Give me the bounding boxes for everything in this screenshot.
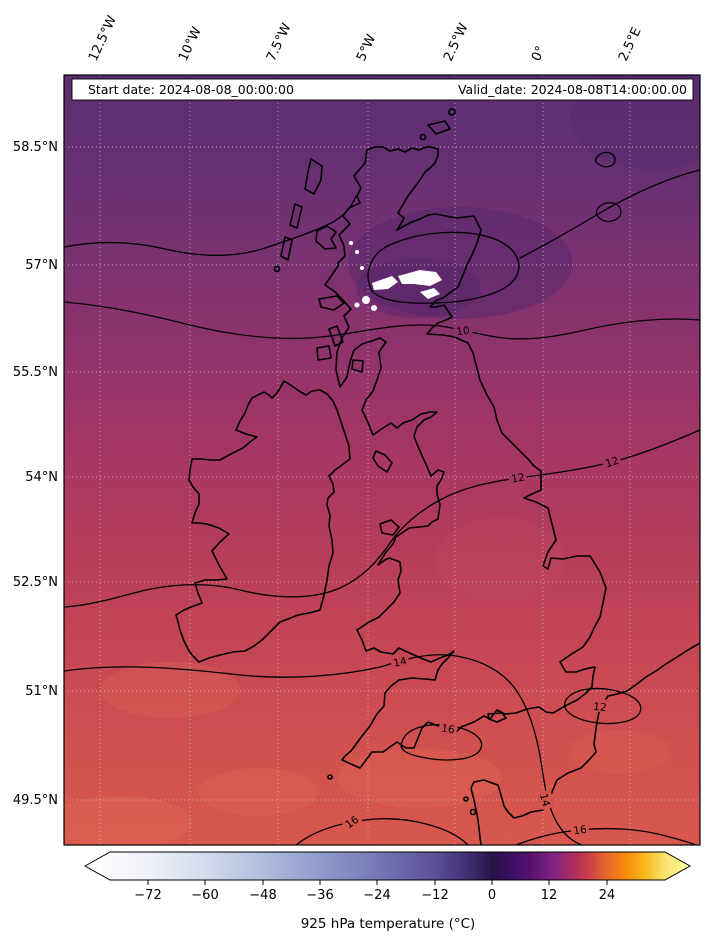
colorbar-tick-label: −12 <box>421 888 448 903</box>
colorbar-tick-label: −72 <box>134 888 161 903</box>
lat-tick-label: 49.5°N <box>13 793 58 808</box>
coastline-orkney-isle-2 <box>419 133 427 141</box>
contour-closed-northeast-1 <box>594 151 616 168</box>
coastline-skye <box>315 225 337 250</box>
contour-closed-northeast-2 <box>595 202 622 223</box>
contour-8-west <box>64 195 357 256</box>
contour-label: 12 <box>604 455 620 471</box>
coastline-channel-island-2 <box>469 808 477 816</box>
contour-label-group: 10 12 12 14 12 14 16 16 16 <box>340 321 623 838</box>
colorbar-gradient-bar <box>83 851 692 881</box>
coastline-isle-of-man <box>372 450 393 473</box>
map-border <box>63 74 701 846</box>
lon-tick-label: 7.5°W <box>264 21 295 64</box>
coastline-ireland <box>175 380 351 663</box>
coastline-uists <box>289 203 303 229</box>
missing-data-patches <box>349 241 442 311</box>
colorbar-tick-label: −36 <box>306 888 333 903</box>
coastline-anglesey <box>379 519 400 536</box>
colorbar-tick-label: −60 <box>191 888 218 903</box>
contour-16-southeast <box>515 827 697 845</box>
contour-14 <box>64 654 583 845</box>
lon-tick-label: 12.5°W <box>86 13 120 63</box>
graticule-gridlines <box>64 75 700 845</box>
colorbar-tick-labels: −72 −60 −48 −36 −24 −12 0 12 24 <box>134 888 615 903</box>
colorbar-tick-label: 24 <box>599 888 616 903</box>
lon-tick-label: 5°W <box>354 32 379 64</box>
lon-tick-label: 2.5°W <box>441 21 472 64</box>
colorbar-tick-label: −24 <box>363 888 390 903</box>
valid-date-label: Valid_date: 2024-08-08T14:00:00.00 <box>458 82 687 97</box>
coastline-scilly <box>327 774 333 780</box>
start-date-label: Start date: 2024-08-08_00:00:00 <box>88 82 294 97</box>
contour-label: 12 <box>510 471 525 485</box>
coastline-lewis <box>304 158 323 195</box>
lon-axis: 12.5°W 10°W 7.5°W 5°W 2.5°W 0° 2.5°E <box>86 13 645 63</box>
title-bar-background <box>71 78 694 101</box>
lat-tick-label: 52.5°N <box>13 575 58 590</box>
colorbar-tick-label: 12 <box>541 888 558 903</box>
map-area: 10 12 12 14 12 14 16 16 16 <box>64 75 700 845</box>
coastline-france <box>470 642 700 845</box>
title-bar: Start date: 2024-08-08_00:00:00 Valid_da… <box>71 78 694 101</box>
contour-label: 16 <box>440 723 455 737</box>
contour-16-south <box>295 818 469 845</box>
coastline-arran <box>351 359 364 373</box>
coastlines <box>175 108 700 845</box>
coastline-isle-of-wight <box>487 712 507 723</box>
coastline-orkney-isle <box>448 108 456 116</box>
coastline-great-britain <box>324 146 607 769</box>
contour-label: 14 <box>392 655 408 670</box>
temperature-field <box>64 75 700 845</box>
colorbar: −72 −60 −48 −36 −24 −12 0 12 24 925 hPa … <box>83 851 692 932</box>
colorbar-tick-label: 0 <box>488 888 496 903</box>
contour-label: 16 <box>573 824 588 838</box>
lat-axis: 58.5°N 57°N 55.5°N 54°N 52.5°N 51°N 49.5… <box>13 140 58 808</box>
lat-tick-label: 58.5°N <box>13 140 58 155</box>
contour-8-east <box>519 169 700 259</box>
lat-tick-label: 55.5°N <box>13 365 58 380</box>
contour-label: 10 <box>456 325 471 339</box>
lat-tick-label: 57°N <box>25 258 58 273</box>
contour-16-loop-wales <box>400 724 483 761</box>
coastline-orkney <box>427 120 451 135</box>
coastline-jura <box>328 325 344 347</box>
coastline-channel-island <box>463 796 469 802</box>
coastline-barra <box>273 265 281 273</box>
colorbar-tick-label: −48 <box>249 888 276 903</box>
contour-label: 14 <box>537 792 552 808</box>
coastline-islay <box>316 345 332 361</box>
lat-tick-label: 54°N <box>25 470 58 485</box>
colorbar-ticks <box>147 880 608 885</box>
contour-label: 12 <box>593 701 607 714</box>
contour-12 <box>64 429 700 608</box>
lon-tick-label: 0° <box>529 44 549 64</box>
contour-lines <box>64 151 700 845</box>
coastline-mull <box>318 295 345 311</box>
colorbar-title: 925 hPa temperature (°C) <box>301 916 476 932</box>
contour-10 <box>64 301 700 340</box>
contour-12-loop-southeast <box>564 687 642 725</box>
lon-tick-label: 10°W <box>176 25 205 64</box>
lat-tick-label: 51°N <box>25 684 58 699</box>
contour-closed-scotland <box>367 231 520 304</box>
lon-tick-label: 2.5°E <box>616 25 645 63</box>
field-anomalies <box>64 75 700 845</box>
